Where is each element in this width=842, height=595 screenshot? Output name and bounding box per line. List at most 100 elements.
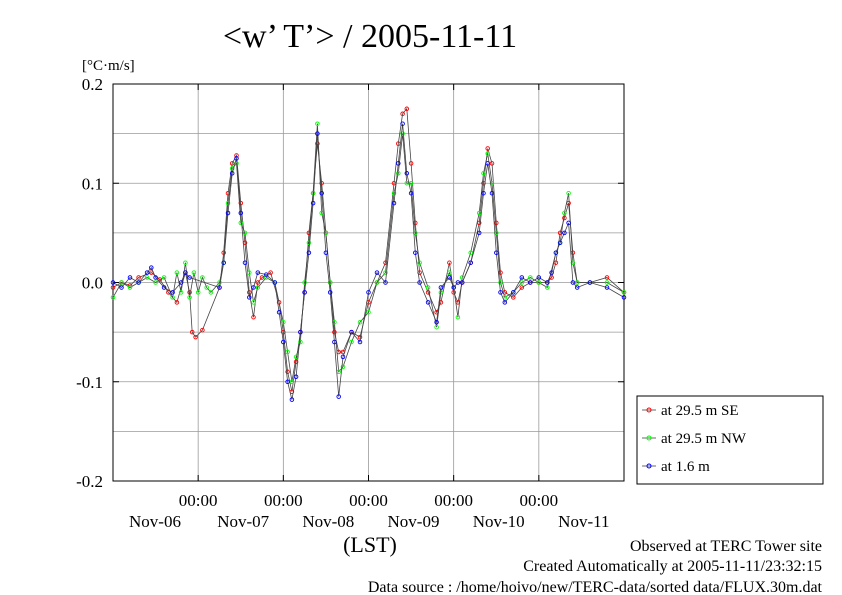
data-point: [285, 369, 290, 375]
x-tick-time: 00:00: [434, 491, 473, 510]
data-point: [396, 171, 401, 176]
data-point: [298, 339, 303, 345]
data-point: [323, 250, 329, 255]
data-point: [119, 280, 124, 285]
data-point: [489, 161, 495, 166]
data-point: [383, 270, 388, 275]
data-point: [289, 379, 295, 385]
data-point: [217, 285, 222, 290]
series-line: [112, 123, 625, 382]
x-tick-time: 00:00: [264, 491, 303, 510]
data-point: [268, 270, 273, 275]
data-point: [161, 285, 167, 290]
data-point: [153, 280, 158, 285]
data-point: [574, 285, 580, 290]
data-point: [332, 329, 337, 335]
data-point: [200, 275, 205, 280]
data-point: [366, 310, 371, 315]
data-point: [447, 275, 452, 280]
data-point: [336, 394, 341, 399]
series-3: [110, 121, 627, 402]
data-point: [327, 280, 333, 285]
data-point: [200, 327, 205, 333]
data-point: [400, 111, 405, 117]
data-point: [306, 240, 312, 246]
x-axis-ticks: 00:00Nov-0700:00Nov-0800:00Nov-0900:00No…: [179, 84, 609, 531]
data-point: [451, 285, 456, 290]
y-tick-label: 0.1: [82, 174, 103, 193]
data-point: [549, 270, 554, 275]
data-point: [438, 285, 444, 290]
legend: at 29.5 m SE at 29.5 m NW at 1.6 m: [636, 395, 824, 485]
x-date-label-first: Nov-06: [129, 512, 181, 531]
data-point: [251, 300, 256, 305]
data-point: [127, 275, 133, 280]
footer-site: Observed at TERC Tower site: [630, 538, 822, 555]
data-point: [498, 290, 503, 295]
x-tick-time: 00:00: [349, 491, 388, 510]
data-point: [255, 280, 261, 285]
data-point: [396, 161, 401, 166]
legend-box: [636, 395, 824, 485]
data-point: [149, 265, 154, 270]
x-tick-time: 00:00: [179, 491, 218, 510]
data-point: [170, 295, 175, 300]
data-point: [400, 121, 405, 126]
data-point: [366, 290, 371, 295]
data-point: [434, 324, 439, 330]
data-point: [357, 339, 363, 345]
data-point: [566, 220, 571, 226]
data-point: [481, 171, 486, 176]
data-point: [400, 131, 405, 136]
data-point: [498, 280, 503, 285]
data-point: [315, 131, 320, 136]
chart-title: <w’ T’> / 2005-11-11: [223, 18, 517, 55]
data-point: [315, 141, 320, 146]
data-point: [489, 190, 495, 196]
data-point: [310, 190, 316, 196]
data-point: [468, 260, 473, 265]
data-point: [459, 280, 465, 285]
data-point: [238, 210, 244, 216]
data-point: [323, 230, 329, 236]
data-point: [485, 151, 490, 156]
data-point: [374, 270, 380, 275]
data-point: [404, 171, 410, 176]
data-point: [621, 295, 627, 300]
data-point: [574, 280, 580, 285]
data-point: [417, 280, 422, 285]
legend-label: at 29.5 m NW: [661, 431, 747, 447]
legend-label: at 1.6 m: [661, 459, 710, 475]
data-point: [447, 260, 452, 265]
data-point: [264, 272, 269, 277]
data-point: [153, 275, 158, 280]
data-point: [229, 161, 235, 166]
data-point: [425, 285, 431, 290]
data-point: [302, 290, 307, 295]
data-point: [357, 334, 363, 340]
data-point: [217, 280, 222, 285]
data-point: [208, 290, 214, 295]
data-point: [144, 270, 150, 275]
data-point: [110, 285, 116, 290]
data-point: [528, 275, 533, 280]
data-point: [340, 354, 346, 360]
data-point: [247, 295, 252, 300]
data-point: [293, 374, 299, 380]
x-tick-time: 00:00: [519, 491, 558, 510]
data-point: [425, 290, 431, 295]
data-point: [391, 200, 397, 206]
series-group: [110, 106, 627, 402]
data-point: [481, 190, 486, 196]
data-point: [264, 275, 269, 280]
data-point: [566, 190, 571, 196]
legend-marker: [646, 435, 652, 441]
data-point: [119, 285, 124, 290]
data-point: [285, 349, 290, 355]
data-point: [191, 270, 197, 275]
data-point: [281, 339, 286, 345]
data-point: [327, 290, 333, 295]
data-point: [349, 329, 354, 335]
data-point: [408, 190, 414, 196]
